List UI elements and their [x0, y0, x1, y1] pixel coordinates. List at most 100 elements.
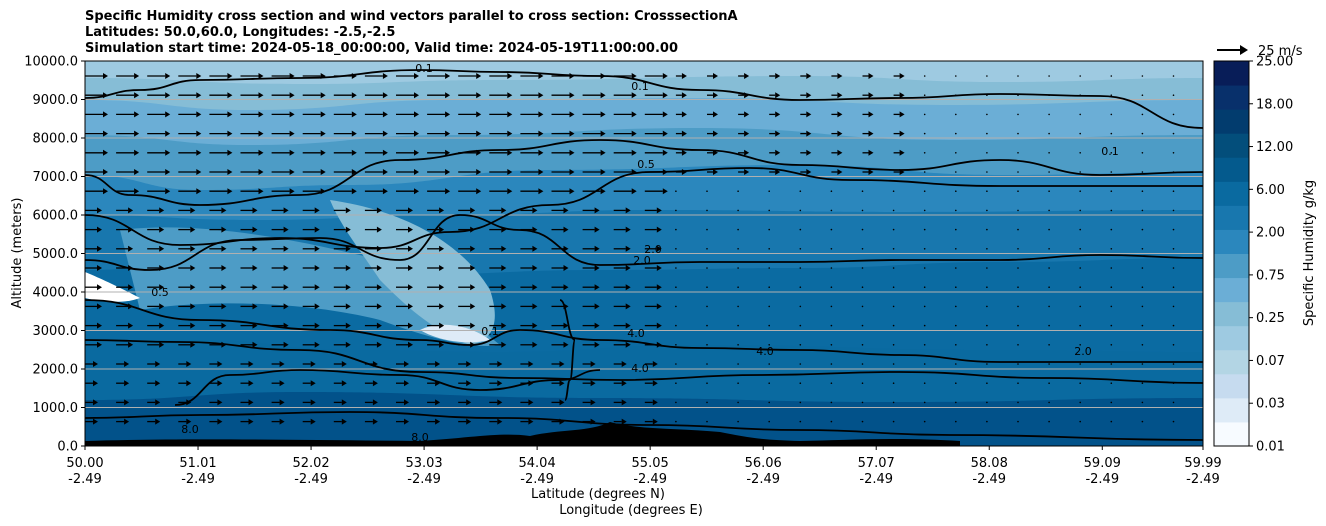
wind-vector-head — [382, 130, 388, 137]
wind-vector-head — [435, 418, 441, 425]
wind-vector-dot — [923, 209, 926, 212]
wind-vector-dot — [1172, 344, 1175, 346]
wind-vector-head — [190, 284, 196, 291]
wind-vector-head — [341, 380, 347, 387]
wind-vector-head — [744, 92, 750, 99]
wind-vector-dot — [955, 344, 957, 346]
wind-vector-dot — [955, 401, 957, 404]
wind-vector-dot — [1172, 171, 1175, 173]
wind-vector-dot — [1079, 344, 1081, 346]
wind-vector-head — [159, 341, 165, 348]
wind-vector-head — [190, 341, 196, 348]
wind-vector-head — [569, 149, 575, 156]
wind-vector-head — [600, 73, 606, 79]
wind-vector-head — [159, 322, 165, 329]
wind-vector-head — [625, 322, 631, 329]
wind-vector-head — [258, 149, 264, 156]
wind-vector-dot — [1048, 228, 1050, 231]
wind-vector-dot — [986, 75, 988, 77]
wind-vector-dot — [830, 209, 833, 212]
wind-vector-dot — [830, 382, 833, 385]
wind-vector-dot — [1141, 75, 1144, 77]
wind-vector-head — [470, 341, 476, 348]
wind-vector-dot — [986, 132, 988, 135]
wind-vector-head — [408, 322, 413, 329]
wind-vector-head — [528, 361, 534, 367]
wind-vector-dot — [1048, 344, 1050, 346]
x-tick-label-lon: -2.49 — [1085, 472, 1119, 487]
wind-vector-head — [279, 361, 285, 367]
colorbar-tick-label: 0.25 — [1256, 311, 1285, 326]
wind-vector-dot — [986, 209, 988, 212]
wind-vector-head — [314, 322, 320, 329]
wind-vector-head — [289, 149, 295, 156]
colorbar-segment — [1214, 133, 1249, 158]
wind-vector-dot — [1110, 286, 1113, 289]
humidity-fill-bands — [85, 61, 1203, 446]
contour-label: 0.1 — [415, 62, 433, 75]
wind-vector-head — [532, 322, 538, 329]
wind-vector-head — [662, 73, 668, 79]
wind-vector-dot — [1172, 420, 1175, 423]
wind-vector-head — [134, 73, 140, 79]
wind-vector-dot — [1017, 420, 1019, 423]
wind-vector-dot — [768, 190, 770, 192]
wind-vector-head — [600, 188, 606, 195]
wind-vector-dot — [1017, 382, 1019, 385]
wind-vector-dot — [1110, 113, 1113, 116]
wind-vector-head — [662, 188, 668, 195]
wind-vector-head — [631, 188, 637, 195]
wind-vector-head — [227, 149, 233, 156]
wind-vector-head — [310, 361, 316, 367]
wind-vector-head — [227, 73, 233, 79]
wind-vector-head — [899, 130, 905, 137]
wind-vector-dot — [675, 324, 677, 327]
wind-vector-dot — [1048, 171, 1050, 173]
wind-vector-head — [155, 361, 161, 367]
wind-vector-head — [159, 226, 165, 233]
wind-vector-head — [190, 245, 196, 252]
wind-vector-head — [899, 149, 905, 156]
wind-vector-dot — [861, 420, 864, 423]
wind-vector-head — [165, 188, 171, 195]
wind-vector-head — [590, 361, 596, 367]
wind-vector-head — [186, 380, 192, 387]
wind-vector-dot — [1110, 420, 1113, 423]
wind-vector-dot — [737, 190, 739, 192]
wind-vector-dot — [737, 228, 739, 231]
wind-vector-head — [283, 284, 289, 291]
wind-vector-head — [289, 92, 295, 99]
wind-vector-head — [97, 303, 102, 310]
wind-vector-head — [501, 341, 507, 348]
wind-vector-dot — [986, 94, 988, 96]
wind-vector-head — [217, 418, 223, 425]
wind-vector-dot — [768, 248, 770, 250]
wind-vector-head — [103, 111, 108, 118]
wind-vector-dot — [923, 267, 926, 269]
wind-vector-dot — [1017, 286, 1019, 289]
humidity-band-7 — [85, 61, 1203, 84]
wind-vector-head — [625, 284, 631, 291]
wind-vector-head — [408, 226, 413, 233]
wind-vector-head — [134, 130, 140, 137]
wind-vector-head — [837, 111, 843, 118]
wind-vector-dot — [1079, 286, 1081, 289]
wind-vector-dot — [1172, 228, 1175, 231]
wind-vector-head — [656, 341, 662, 348]
wind-vector-dot — [955, 363, 957, 365]
wind-vector-head — [476, 169, 482, 175]
wind-vector-head — [563, 322, 569, 329]
wind-vector-head — [476, 149, 482, 156]
wind-vector-head — [134, 149, 140, 156]
wind-vector-head — [563, 341, 569, 348]
wind-vector-head — [631, 130, 637, 137]
wind-vector-head — [569, 92, 575, 99]
wind-vector-head — [165, 169, 171, 175]
wind-vector-head — [501, 303, 507, 310]
x-tick-label-lat: 59.99 — [1184, 456, 1221, 471]
contour-line — [174, 369, 601, 406]
wind-vector-head — [155, 380, 161, 387]
wind-vector-head — [538, 111, 544, 118]
wind-vector-head — [221, 265, 227, 271]
wind-vector-dot — [830, 344, 833, 346]
